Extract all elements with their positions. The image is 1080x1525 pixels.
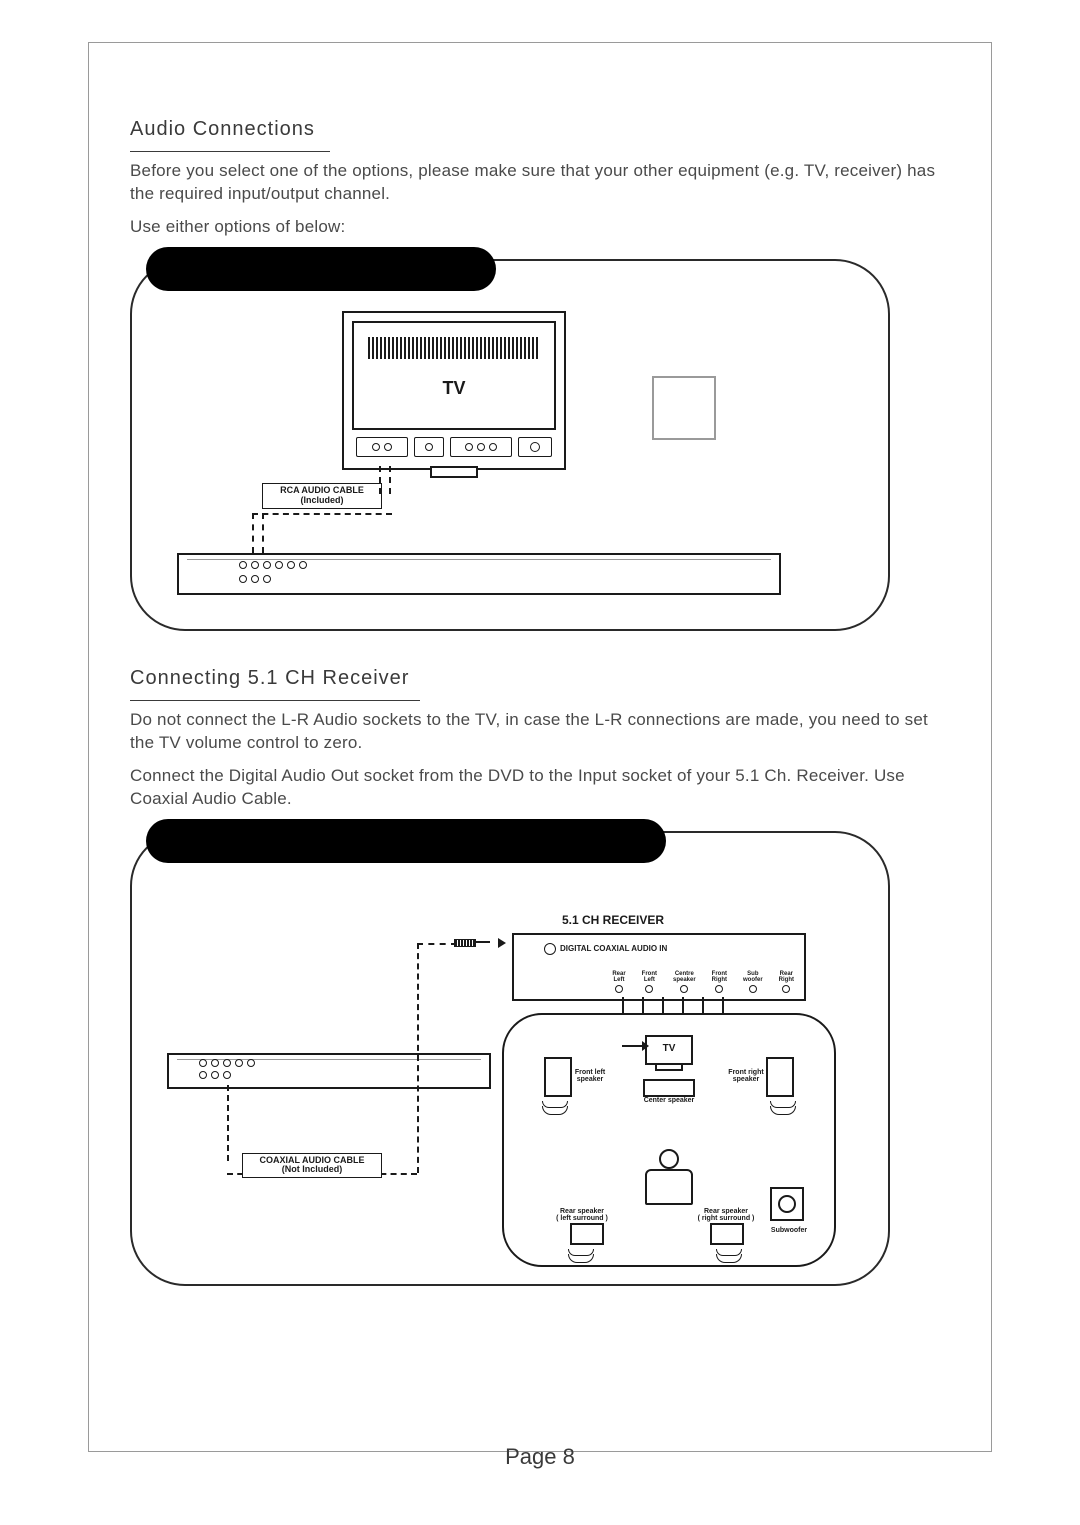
dvd-player-rear	[177, 553, 781, 595]
tv-port-component	[450, 437, 512, 457]
wire	[682, 997, 684, 1015]
dvd-player-rear-2	[167, 1053, 491, 1089]
diagram-51ch-receiver: COAXIAL AUDIO CABLE (Not Included) 5.1 C…	[130, 831, 890, 1286]
annotation-box	[652, 376, 716, 440]
receiver-output-row: RearLeft FrontLeft Centrespeaker FrontRi…	[542, 971, 794, 993]
tv-unit: TV	[342, 311, 566, 470]
wire	[662, 997, 664, 1015]
receiver-heading: 5.1 CH RECEIVER	[562, 913, 664, 927]
listener-chair	[645, 1169, 693, 1205]
diagram-rca-to-tv: TV	[130, 259, 890, 631]
label-front-right: Front right speaker	[722, 1069, 770, 1084]
heading-underline	[130, 151, 330, 152]
wire	[622, 997, 624, 1015]
heading-51ch: Connecting 5.1 CH Receiver	[130, 667, 950, 690]
label-center: Center speaker	[639, 1097, 699, 1104]
tv-port-video-in	[414, 437, 444, 457]
listening-room: TV Front left speaker Front right speake…	[502, 1013, 836, 1267]
subwoofer	[770, 1187, 804, 1221]
coax-seg	[227, 1085, 229, 1161]
receiver-coax-in: DIGITAL COAXIAL AUDIO IN	[544, 943, 667, 955]
diagram1-title-pill	[146, 247, 496, 291]
tv-label: TV	[354, 378, 554, 399]
tv-stand	[430, 466, 478, 478]
rca-cable-label-line2: (Included)	[301, 495, 344, 505]
tv-screen: TV	[352, 321, 556, 430]
tv-port-svideo	[518, 437, 552, 457]
arrow-icon	[498, 938, 506, 948]
dvd-ports-2a	[199, 1059, 255, 1067]
listener-icon	[645, 1147, 693, 1205]
coax-seg	[417, 943, 457, 945]
speaker-rear-left	[570, 1223, 604, 1245]
recv-port-front-right: FrontRight	[712, 971, 727, 993]
tv-port-audio-in	[356, 437, 408, 457]
cable-seg	[252, 513, 254, 553]
coax-cable-label: COAXIAL AUDIO CABLE (Not Included)	[242, 1153, 382, 1179]
recv-port-rear-right: RearRight	[779, 971, 794, 993]
dvd-ports-row2	[239, 575, 271, 583]
recv-port-rear-left: RearLeft	[612, 971, 625, 993]
heading-audio-connections: Audio Connections	[130, 118, 950, 141]
rca-cable-label-line1: RCA AUDIO CABLE	[280, 485, 364, 495]
manual-page: Audio Connections Before you select one …	[0, 0, 1080, 1525]
recv-port-front-left: FrontLeft	[642, 971, 657, 993]
page-number: Page 8	[0, 1444, 1080, 1470]
tv-speaker-grill	[368, 337, 540, 359]
section2-para1: Do not connect the L-R Audio sockets to …	[130, 709, 950, 755]
speaker-front-right	[766, 1057, 794, 1097]
cable-seg	[389, 466, 391, 494]
arrow-to-tv-head-icon	[642, 1041, 649, 1051]
label-sub: Subwoofer	[766, 1227, 812, 1234]
coax-cable-label-line1: COAXIAL AUDIO CABLE	[259, 1155, 364, 1165]
tv-rear-ports	[356, 434, 552, 460]
sound-waves-icon	[770, 1101, 796, 1115]
label-rear-right: Rear speaker( right surround )	[694, 1208, 758, 1223]
section2-para2: Connect the Digital Audio Out socket fro…	[130, 765, 950, 811]
section1-para1: Before you select one of the options, pl…	[130, 160, 950, 206]
heading-underline-2	[130, 700, 420, 701]
coax-cable-label-line2: (Not Included)	[282, 1164, 343, 1174]
speaker-rear-right	[710, 1223, 744, 1245]
sound-waves-icon	[542, 1101, 568, 1115]
page-content: Audio Connections Before you select one …	[130, 118, 950, 1322]
diagram2-title-pill	[146, 819, 666, 863]
wire	[702, 997, 704, 1015]
coax-plug-icon	[454, 937, 494, 947]
cable-seg	[379, 466, 381, 494]
dvd-ports	[239, 561, 307, 569]
sound-waves-icon	[716, 1249, 742, 1263]
label-rear-left: Rear speaker( left surround )	[552, 1208, 612, 1223]
listener-head	[659, 1149, 679, 1169]
wire	[642, 997, 644, 1015]
section1-para2: Use either options of below:	[130, 216, 950, 239]
label-front-left: Front left speaker	[568, 1069, 612, 1084]
rca-cable-label: RCA AUDIO CABLE (Included)	[262, 483, 382, 509]
cable-seg	[252, 513, 392, 515]
tv-small: TV	[645, 1035, 693, 1065]
speaker-center	[643, 1079, 695, 1097]
recv-port-sub: Subwoofer	[743, 971, 763, 993]
recv-port-centre: Centrespeaker	[673, 971, 696, 993]
sound-waves-icon	[568, 1249, 594, 1263]
dvd-ports-2b	[199, 1071, 231, 1079]
wire	[722, 997, 724, 1015]
receiver-unit: DIGITAL COAXIAL AUDIO IN RearLeft FrontL…	[512, 933, 806, 1001]
coax-seg	[417, 943, 419, 1173]
cable-seg	[262, 513, 264, 553]
receiver-coax-in-text: DIGITAL COAXIAL AUDIO IN	[560, 944, 667, 953]
